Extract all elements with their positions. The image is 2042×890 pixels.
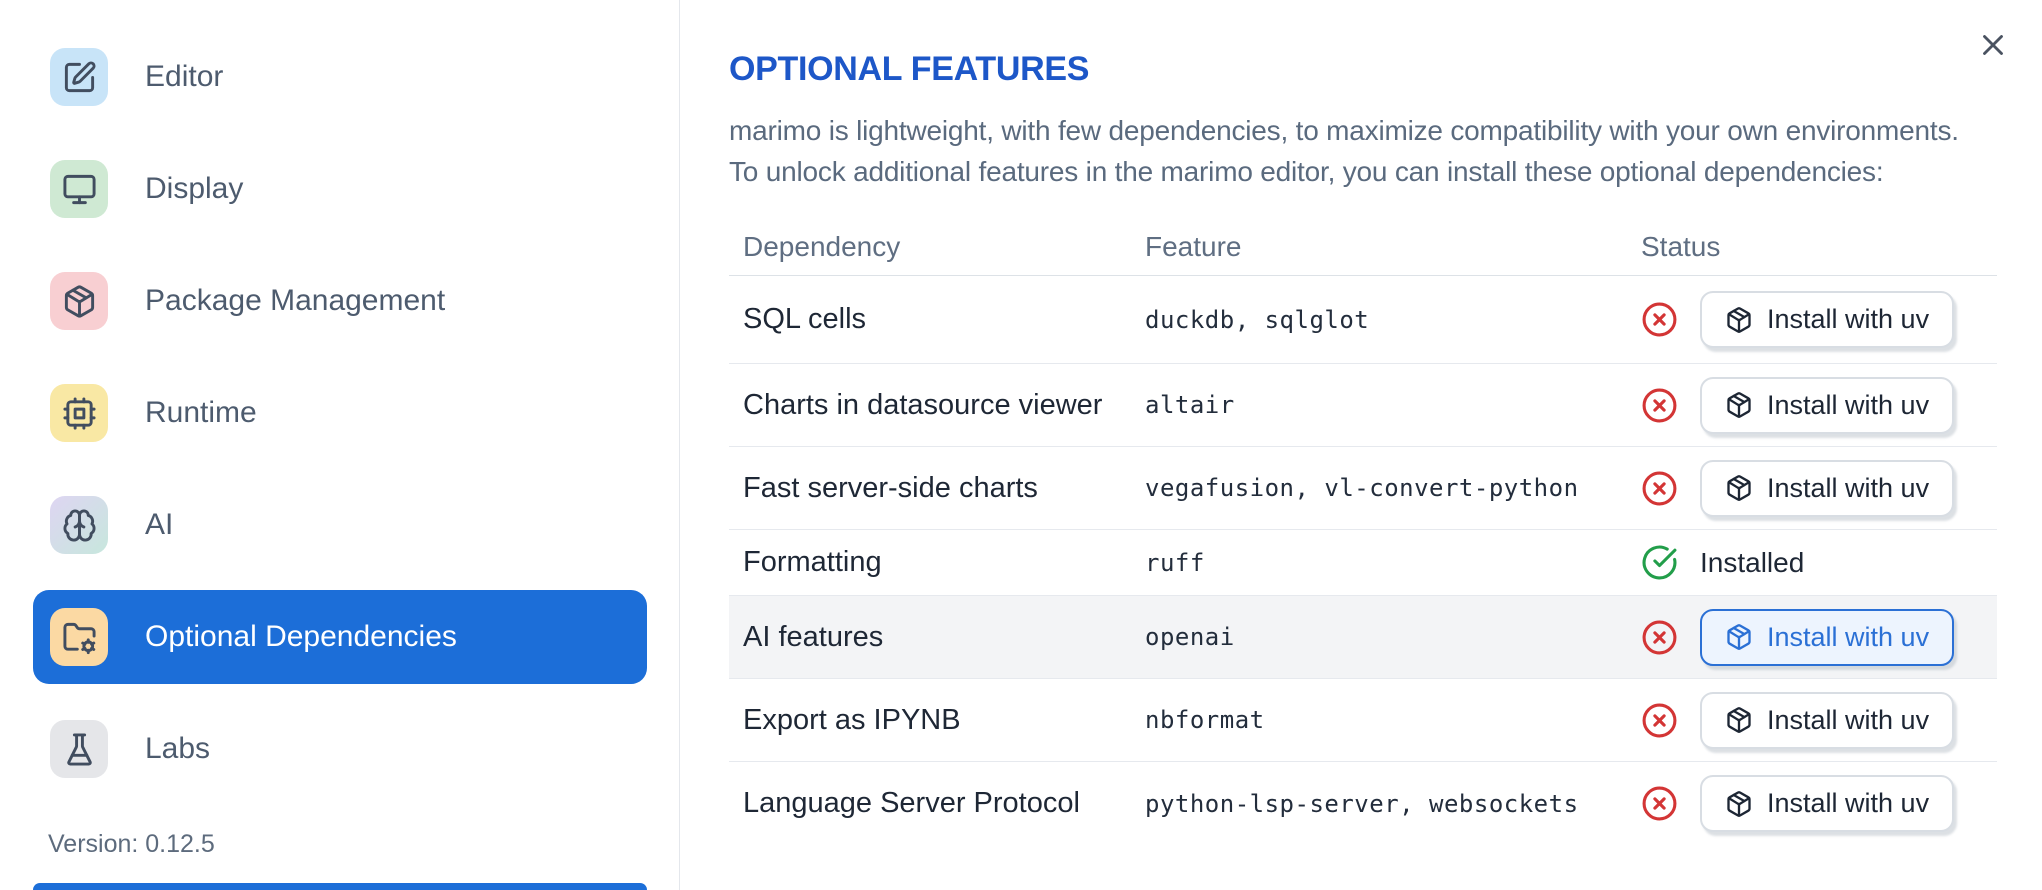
package-icon <box>1725 306 1753 334</box>
sidebar-item-labs[interactable]: Labs <box>33 702 647 796</box>
sidebar-item-runtime[interactable]: Runtime <box>33 366 647 460</box>
status-cell: Install with uv Installed <box>1641 459 1997 517</box>
status-installed-icon <box>1641 544 1678 581</box>
dependencies-table: Dependency Feature Status SQL cells duck… <box>729 218 1997 845</box>
panel-description: marimo is lightweight, with few dependen… <box>729 110 1959 192</box>
status-missing-icon <box>1641 785 1678 822</box>
table-row: Formatting ruff Install with uv Installe… <box>729 530 1997 596</box>
feature-cell: nbformat <box>1145 706 1265 734</box>
dependency-cell: Export as IPYNB <box>743 703 961 736</box>
display-icon <box>50 160 108 218</box>
editor-icon <box>50 48 108 106</box>
sidebar-item-label: Display <box>145 172 244 205</box>
status-missing-icon <box>1641 301 1678 338</box>
install-with-uv-button[interactable]: Install with uv <box>1700 608 1955 666</box>
sidebar-item-ai[interactable]: AI <box>33 478 647 572</box>
table-header-row: Dependency Feature Status <box>729 218 1997 276</box>
status-cell: Install with uv Installed <box>1641 291 1997 348</box>
dependency-cell: Language Server Protocol <box>743 787 1080 819</box>
description-line: To unlock additional features in the mar… <box>729 156 1884 187</box>
dependency-cell: Fast server-side charts <box>743 471 1038 504</box>
ai-icon <box>50 496 108 554</box>
page-title: OPTIONAL FEATURES <box>729 50 1090 88</box>
column-header-dependency: Dependency <box>743 230 901 262</box>
sidebar-item-label: Labs <box>145 732 211 765</box>
feature-cell: python-lsp-server, websockets <box>1145 789 1579 818</box>
table-row: Fast server-side charts vegafusion, vl-c… <box>729 447 1997 530</box>
package-icon <box>1725 790 1753 818</box>
package-icon <box>1725 623 1753 651</box>
sidebar-item-optional-dependencies[interactable]: Optional Dependencies <box>33 590 647 684</box>
sidebar-nav: Editor Display Package Management Runtim… <box>33 30 647 796</box>
dependency-cell: Formatting <box>743 546 882 578</box>
table-row: Export as IPYNB nbformat Install with uv… <box>729 679 1997 762</box>
install-with-uv-button[interactable]: Install with uv <box>1700 775 1955 832</box>
status-cell: Install with uv Installed <box>1641 691 1997 749</box>
column-header-feature: Feature <box>1145 230 1242 262</box>
install-with-uv-button[interactable]: Install with uv <box>1700 376 1955 434</box>
status-cell: Install with uv Installed <box>1641 775 1997 832</box>
status-cell: Install with uv Installed <box>1641 544 1997 581</box>
close-button[interactable] <box>1972 24 2014 66</box>
sidebar-item-label: Runtime <box>145 396 257 429</box>
sidebar-item-label: Editor <box>145 60 224 93</box>
table-row: Charts in datasource viewer altair Insta… <box>729 364 1997 447</box>
package-icon <box>50 272 108 330</box>
install-with-uv-button[interactable]: Install with uv <box>1700 459 1955 517</box>
table-row: Language Server Protocol python-lsp-serv… <box>729 762 1997 845</box>
close-icon <box>1976 28 2010 62</box>
dependency-cell: SQL cells <box>743 303 867 335</box>
version-label: Version: 0.12.5 <box>48 830 215 858</box>
table-row: AI features openai Install with uv Insta… <box>729 596 1997 679</box>
labs-icon <box>50 720 108 778</box>
sidebar-item-label: Package Management <box>145 284 446 317</box>
settings-sidebar: Editor Display Package Management Runtim… <box>0 0 680 890</box>
dependency-cell: Charts in datasource viewer <box>743 388 1103 421</box>
install-with-uv-button[interactable]: Install with uv <box>1700 691 1955 749</box>
dependency-cell: AI features <box>743 620 884 653</box>
feature-cell: altair <box>1145 391 1235 419</box>
feature-cell: openai <box>1145 623 1235 651</box>
optional-features-panel: OPTIONAL FEATURES marimo is lightweight,… <box>680 0 2042 890</box>
optional-dependencies-icon <box>50 608 108 666</box>
table-body: SQL cells duckdb, sqlglot Install with u… <box>729 276 1997 845</box>
status-missing-icon <box>1641 619 1678 656</box>
column-header-status: Status <box>1641 230 1721 262</box>
runtime-icon <box>50 384 108 442</box>
installed-label: Installed <box>1700 546 1805 578</box>
package-icon <box>1725 706 1753 734</box>
description-line: marimo is lightweight, with few dependen… <box>729 115 1959 146</box>
status-missing-icon <box>1641 702 1678 739</box>
sidebar-item-partial <box>33 883 647 890</box>
feature-cell: vegafusion, vl-convert-python <box>1145 474 1579 502</box>
status-missing-icon <box>1641 387 1678 424</box>
package-icon <box>1725 391 1753 419</box>
install-with-uv-button[interactable]: Install with uv <box>1700 291 1955 348</box>
status-missing-icon <box>1641 470 1678 507</box>
feature-cell: duckdb, sqlglot <box>1145 305 1370 334</box>
status-cell: Install with uv Installed <box>1641 608 1997 666</box>
sidebar-item-label: AI <box>145 508 174 541</box>
package-icon <box>1725 474 1753 502</box>
sidebar-item-package-management[interactable]: Package Management <box>33 254 647 348</box>
sidebar-item-editor[interactable]: Editor <box>33 30 647 124</box>
feature-cell: ruff <box>1145 548 1205 577</box>
status-cell: Install with uv Installed <box>1641 376 1997 434</box>
sidebar-item-label: Optional Dependencies <box>145 620 457 653</box>
sidebar-item-display[interactable]: Display <box>33 142 647 236</box>
table-row: SQL cells duckdb, sqlglot Install with u… <box>729 276 1997 364</box>
